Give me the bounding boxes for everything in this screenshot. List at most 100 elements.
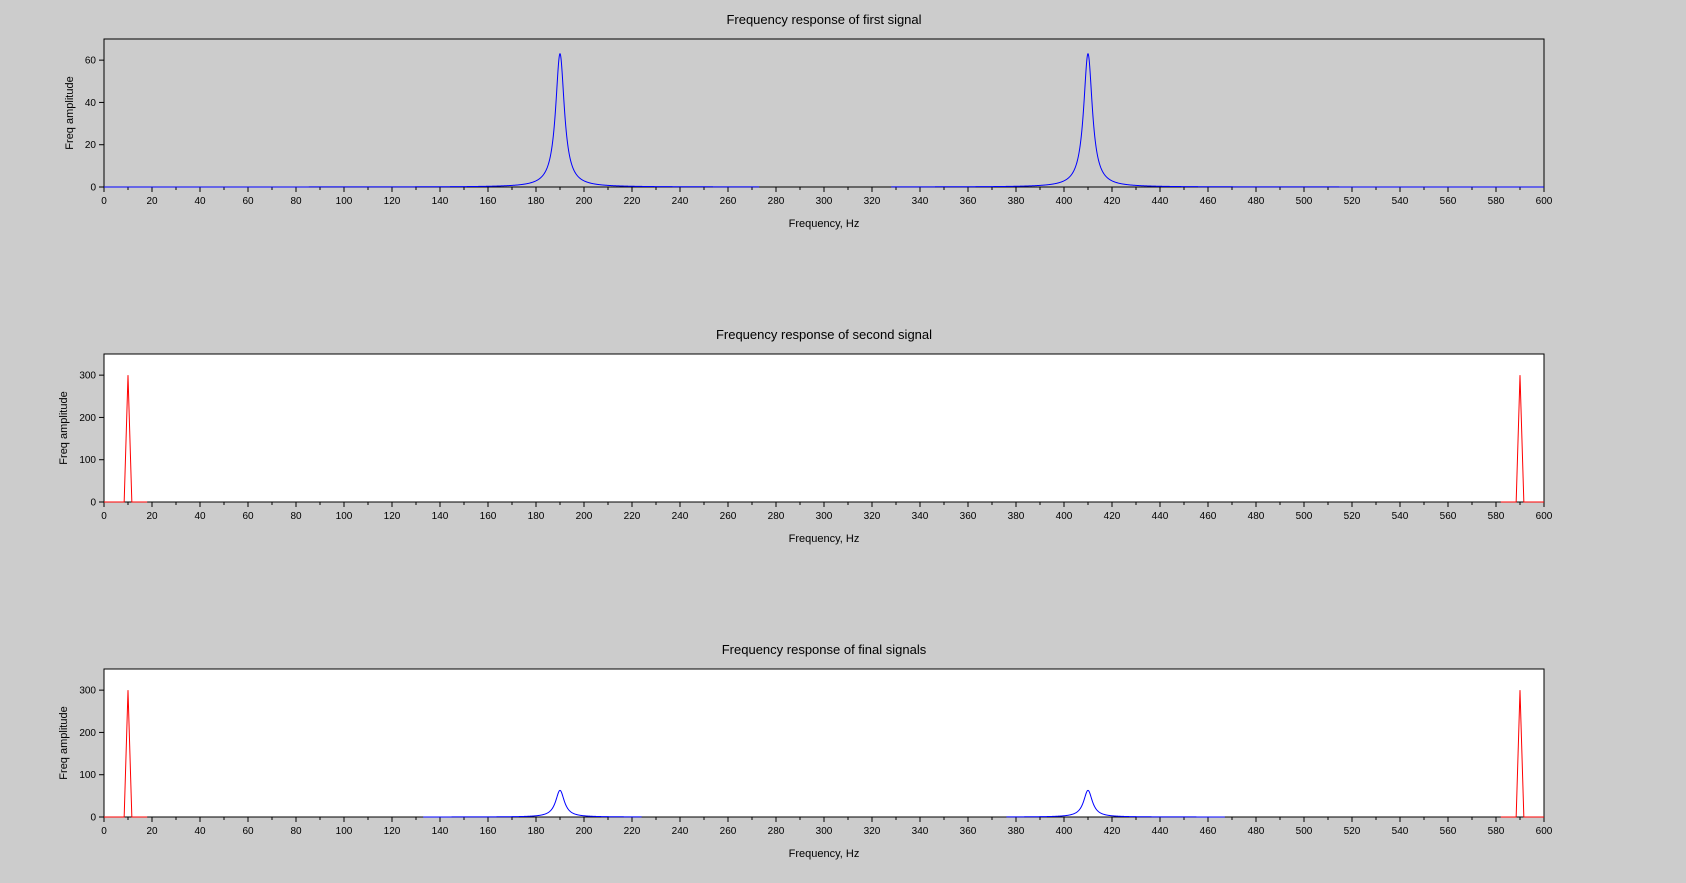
- x-tick-label: 280: [768, 196, 785, 207]
- x-tick-label: 440: [1152, 826, 1169, 837]
- x-tick-label: 20: [146, 511, 158, 522]
- x-tick-label: 60: [242, 511, 254, 522]
- x-tick-label: 520: [1344, 826, 1361, 837]
- x-tick-label: 100: [336, 511, 353, 522]
- x-tick-label: 260: [720, 196, 737, 207]
- x-tick-label: 80: [290, 196, 302, 207]
- y-axis-ticks: 0 20 40 60: [85, 56, 104, 194]
- plot-lines: [104, 53, 1544, 188]
- series-line: [423, 789, 642, 818]
- x-tick-label: 180: [528, 511, 545, 522]
- plot-area: [103, 668, 1545, 818]
- x-tick-label: 580: [1488, 826, 1505, 837]
- x-tick-label: 20: [146, 826, 158, 837]
- x-tick-label: 20: [146, 196, 158, 207]
- y-axis-ticks: 0 100 200 300: [79, 371, 104, 509]
- x-tick-label: 460: [1200, 511, 1217, 522]
- y-axis-label: Freq amplitude: [64, 76, 76, 149]
- y-axis-label: Freq amplitude: [58, 706, 70, 779]
- x-tick-label: 520: [1344, 196, 1361, 207]
- plot-area: [103, 38, 1545, 188]
- x-tick-label: 120: [384, 826, 401, 837]
- x-tick-label: 600: [1536, 196, 1553, 207]
- x-tick-label: 460: [1200, 826, 1217, 837]
- y-tick-label: 300: [79, 371, 96, 382]
- series-line: [1500, 690, 1544, 818]
- x-tick-label: 360: [960, 511, 977, 522]
- x-tick-label: 480: [1248, 826, 1265, 837]
- x-tick-label: 340: [912, 196, 929, 207]
- x-tick-label: 300: [816, 196, 833, 207]
- x-axis-ticks: 0 20 40 60 80 100 120 140 160 180 200 220 240 260 280 3…: [101, 817, 1553, 837]
- x-tick-label: 420: [1104, 511, 1121, 522]
- y-tick-label: 100: [79, 455, 96, 466]
- y-tick-label: 20: [85, 140, 97, 151]
- plot-lines: [104, 690, 1544, 818]
- x-tick-label: 520: [1344, 511, 1361, 522]
- series-line: [104, 375, 148, 503]
- x-tick-label: 80: [290, 511, 302, 522]
- plot-area: [103, 353, 1545, 503]
- x-tick-label: 480: [1248, 511, 1265, 522]
- x-tick-label: 220: [624, 511, 641, 522]
- x-tick-label: 180: [528, 826, 545, 837]
- x-tick-label: 100: [336, 196, 353, 207]
- x-axis-ticks: 0 20 40 60 80 100 120 140 160 180 200 220 240 260 280 3…: [101, 187, 1553, 207]
- x-tick-label: 220: [624, 826, 641, 837]
- x-tick-label: 420: [1104, 196, 1121, 207]
- y-tick-label: 60: [85, 56, 97, 67]
- y-tick-label: 100: [79, 770, 96, 781]
- x-tick-label: 0: [101, 826, 107, 837]
- x-tick-label: 560: [1440, 511, 1457, 522]
- y-tick-label: 40: [85, 98, 97, 109]
- x-tick-label: 140: [432, 511, 449, 522]
- x-tick-label: 540: [1392, 511, 1409, 522]
- x-tick-label: 360: [960, 196, 977, 207]
- chart-title: Frequency response of final signals: [722, 642, 927, 657]
- x-tick-label: 240: [672, 196, 689, 207]
- x-tick-label: 40: [194, 196, 206, 207]
- x-tick-label: 500: [1296, 826, 1313, 837]
- x-tick-label: 40: [194, 511, 206, 522]
- x-tick-label: 580: [1488, 511, 1505, 522]
- y-tick-label: 300: [79, 686, 96, 697]
- x-tick-label: 480: [1248, 196, 1265, 207]
- x-tick-label: 560: [1440, 196, 1457, 207]
- x-tick-label: 600: [1536, 826, 1553, 837]
- x-tick-label: 380: [1008, 511, 1025, 522]
- x-tick-label: 400: [1056, 826, 1073, 837]
- y-axis-ticks: 0 100 200 300: [79, 686, 104, 824]
- x-tick-label: 200: [576, 196, 593, 207]
- x-tick-label: 320: [864, 196, 881, 207]
- x-tick-label: 340: [912, 511, 929, 522]
- subplot-1: Frequency response of first signal 0 20 40…: [64, 12, 1553, 230]
- x-tick-label: 400: [1056, 196, 1073, 207]
- y-tick-label: 200: [79, 728, 96, 739]
- subplot-2: Frequency response of second signal 0 100…: [58, 327, 1553, 545]
- x-tick-label: 380: [1008, 826, 1025, 837]
- series-line: [1500, 375, 1544, 503]
- x-tick-label: 600: [1536, 511, 1553, 522]
- x-tick-label: 280: [768, 511, 785, 522]
- chart-title: Frequency response of second signal: [716, 327, 932, 342]
- x-tick-label: 60: [242, 196, 254, 207]
- x-tick-label: 180: [528, 196, 545, 207]
- x-tick-label: 200: [576, 826, 593, 837]
- x-tick-label: 340: [912, 826, 929, 837]
- subplot-3: Frequency response of final signals 0 100…: [58, 642, 1553, 860]
- x-tick-label: 160: [480, 826, 497, 837]
- series-line: [1006, 789, 1225, 818]
- x-tick-label: 0: [101, 511, 107, 522]
- x-tick-label: 400: [1056, 511, 1073, 522]
- x-tick-label: 500: [1296, 511, 1313, 522]
- x-tick-label: 300: [816, 511, 833, 522]
- y-tick-label: 0: [90, 813, 96, 824]
- x-tick-label: 260: [720, 511, 737, 522]
- y-tick-label: 200: [79, 413, 96, 424]
- x-tick-label: 240: [672, 826, 689, 837]
- x-tick-label: 140: [432, 196, 449, 207]
- x-tick-label: 220: [624, 196, 641, 207]
- x-tick-label: 80: [290, 826, 302, 837]
- x-tick-label: 360: [960, 826, 977, 837]
